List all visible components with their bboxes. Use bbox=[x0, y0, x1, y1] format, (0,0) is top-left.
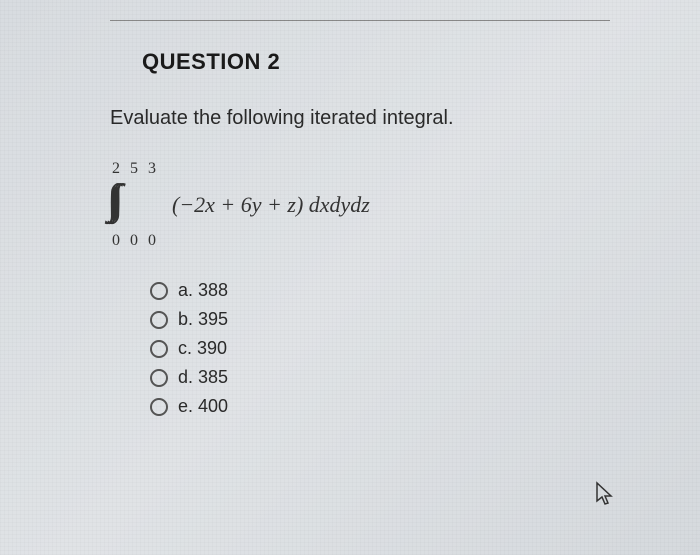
option-label: a. 388 bbox=[178, 280, 228, 301]
radio-icon[interactable] bbox=[150, 369, 168, 387]
radio-icon[interactable] bbox=[150, 398, 168, 416]
option-e[interactable]: e. 400 bbox=[150, 396, 610, 417]
lower-limits: 0 0 0 bbox=[112, 232, 159, 250]
radio-icon[interactable] bbox=[150, 311, 168, 329]
divider-line bbox=[110, 20, 610, 21]
background-texture bbox=[0, 0, 700, 555]
question-header: QUESTION 2 bbox=[142, 49, 610, 75]
integrand: (−2x + 6y + z) dxdydz bbox=[172, 192, 370, 218]
cursor-icon bbox=[595, 481, 615, 507]
integral-symbols: ∫∫∫ bbox=[107, 176, 115, 224]
answer-options: a. 388 b. 395 c. 390 d. 385 e. 400 bbox=[150, 280, 610, 417]
option-a[interactable]: a. 388 bbox=[150, 280, 610, 301]
option-label: c. 390 bbox=[178, 338, 227, 359]
radio-icon[interactable] bbox=[150, 282, 168, 300]
option-label: b. 395 bbox=[178, 309, 228, 330]
radio-icon[interactable] bbox=[150, 340, 168, 358]
upper-limits: 2 5 3 bbox=[112, 160, 159, 178]
integral-expression: 2 5 3 ∫∫∫ (−2x + 6y + z) dxdydz 0 0 0 bbox=[110, 160, 610, 250]
question-prompt: Evaluate the following iterated integral… bbox=[110, 107, 610, 130]
option-b[interactable]: b. 395 bbox=[150, 309, 610, 330]
option-c[interactable]: c. 390 bbox=[150, 338, 610, 359]
option-d[interactable]: d. 385 bbox=[150, 367, 610, 388]
option-label: d. 385 bbox=[178, 367, 228, 388]
option-label: e. 400 bbox=[178, 396, 228, 417]
